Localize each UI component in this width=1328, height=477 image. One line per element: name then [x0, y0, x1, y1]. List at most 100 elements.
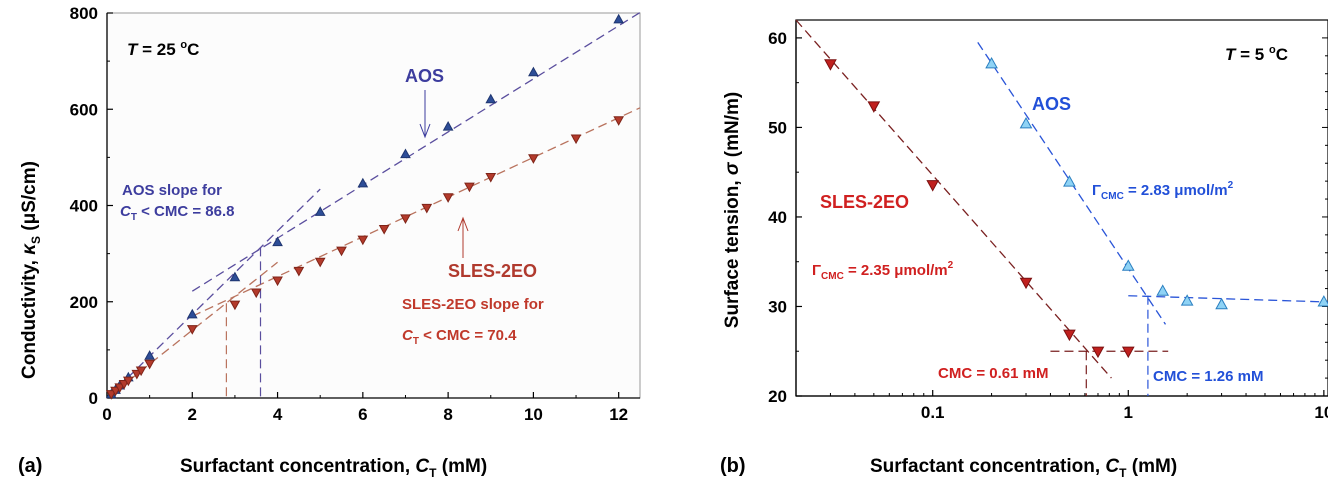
data-point-aos — [985, 56, 998, 69]
data-point-sles-2eo — [314, 257, 326, 268]
data-point-aos — [1180, 294, 1194, 306]
y-tick-label: 30 — [768, 297, 787, 316]
data-point-sles-2eo — [824, 59, 837, 71]
panel-a-sles-arrowhead — [457, 216, 469, 232]
panel-a-temperature-label: T = 25 oC — [127, 39, 199, 59]
data-point-aos — [1215, 297, 1228, 310]
data-point-aos — [442, 121, 454, 131]
x-tick-label: 4 — [273, 405, 283, 424]
fit-line-aos-below-CMC — [106, 188, 321, 399]
data-point-sles-2eo — [442, 193, 454, 203]
panel-b-data-points — [824, 56, 1328, 359]
data-point-sles-2eo — [570, 134, 582, 145]
panel-a-x-axis-title: Surfactant concentration, CT (mM) — [180, 456, 487, 477]
x-tick-label: 6 — [358, 405, 367, 424]
y-tick-label: 400 — [70, 197, 98, 216]
y-tick-label: 40 — [768, 208, 787, 227]
data-point-sles-2eo — [1063, 329, 1076, 342]
panel-b-aos-gamma: ΓCMC = 2.83 μmol/m2 — [1092, 180, 1234, 202]
panel-b-temperature-label: T = 5 oC — [1225, 44, 1288, 64]
data-point-aos — [1063, 175, 1076, 187]
fit-line-aos-above-CMC — [191, 11, 641, 292]
data-point-sles-2eo — [357, 235, 369, 246]
y-tick-label: 600 — [70, 100, 98, 119]
panel-a-axes: 0 2 4 6 8 10 12 0 200 400 600 800 — [70, 4, 640, 424]
y-tick-label: 50 — [768, 118, 787, 137]
fit-line-sles-2eo-below-CMC — [795, 19, 1112, 379]
panel-a-aos-slope-line2: CT < CMC = 86.8 — [120, 203, 235, 223]
data-point-aos — [186, 308, 198, 319]
data-point-aos — [1121, 259, 1135, 271]
data-point-aos — [613, 13, 625, 24]
panel-a-y-axis-title: Conductivity, κS (μS/cm) — [19, 161, 43, 379]
x-tick-label: 2 — [188, 405, 197, 424]
data-point-aos — [400, 148, 411, 159]
x-tick-label: 12 — [609, 405, 628, 424]
panel-b-sles-label: SLES-2EO — [820, 192, 909, 212]
panel-a-aos-label: AOS — [405, 66, 444, 86]
panel-b-sles-gamma: ΓCMC = 2.35 μmol/m2 — [812, 260, 954, 282]
x-tick-label: 0.1 — [921, 403, 945, 422]
data-point-aos — [357, 177, 369, 188]
data-point-sles-2eo — [186, 325, 198, 335]
panel-a: 0 2 4 6 8 10 12 0 200 400 600 800 (a) Surfactant co… — [18, 4, 641, 477]
panel-b-label: (b) — [720, 455, 746, 477]
data-point-aos — [144, 350, 155, 360]
panel-a-sles-slope-line1: SLES-2EO slope for — [402, 296, 544, 313]
data-point-sles-2eo — [272, 276, 283, 287]
data-point-sles-2eo — [229, 300, 241, 311]
y-tick-label: 200 — [70, 293, 98, 312]
panel-b-sles-cmc-label: CMC = 0.61 mM — [938, 365, 1048, 382]
data-point-sles-2eo — [144, 359, 155, 370]
data-point-aos — [485, 93, 497, 104]
data-point-sles-2eo — [421, 203, 433, 214]
panel-a-cmc-markers — [225, 247, 262, 398]
data-point-sles-2eo — [464, 182, 475, 193]
x-tick-label: 1 — [1124, 403, 1133, 422]
data-point-aos — [229, 271, 241, 282]
data-point-aos — [1317, 295, 1328, 307]
data-point-sles-2eo — [1091, 346, 1105, 359]
data-point-sles-2eo — [378, 225, 390, 235]
data-point-sles-2eo — [336, 246, 347, 257]
y-tick-label: 60 — [768, 29, 787, 48]
fit-line-aos-above-CMC — [1128, 295, 1328, 303]
data-point-sles-2eo — [250, 288, 262, 299]
panel-a-aos-arrowhead — [419, 123, 431, 139]
data-point-sles-2eo — [135, 366, 147, 377]
data-point-sles-2eo — [1121, 346, 1135, 359]
panel-b: 0.1 1 10 20 30 40 50 60 (b) Surfactant concentr… — [720, 19, 1328, 477]
panel-a-plot-frame — [106, 12, 641, 399]
panel-b-cmc-markers — [1085, 295, 1149, 396]
data-point-aos — [272, 236, 283, 247]
data-point-sles-2eo — [293, 266, 305, 277]
x-tick-label: 8 — [443, 405, 452, 424]
panel-a-sles-slope-line2: CT < CMC = 70.4 — [402, 327, 517, 347]
panel-b-aos-cmc-label: CMC = 1.26 mM — [1153, 368, 1263, 385]
x-tick-label: 10 — [524, 405, 543, 424]
data-point-aos — [1156, 284, 1170, 296]
data-point-sles-2eo — [485, 173, 497, 183]
x-tick-label: 10 — [1314, 403, 1328, 422]
panel-a-aos-slope-line1: AOS slope for — [122, 182, 222, 199]
panel-a-label: (a) — [18, 455, 42, 477]
data-point-aos — [1019, 116, 1033, 129]
panel-b-y-axis-title: Surface tension, σ (mN/m) — [722, 92, 743, 328]
data-point-sles-2eo — [400, 214, 411, 225]
fit-line-sles-2eo-above-CMC — [192, 107, 641, 317]
data-point-sles-2eo — [122, 376, 134, 387]
data-point-sles-2eo — [613, 116, 625, 126]
data-point-aos — [314, 206, 326, 216]
y-tick-label: 20 — [768, 387, 787, 406]
panel-b-x-axis-title: Surfactant concentration, CT (mM) — [870, 456, 1177, 477]
data-point-sles-2eo — [926, 180, 940, 192]
y-tick-label: 0 — [89, 389, 98, 408]
x-tick-label: 0 — [102, 405, 111, 424]
data-point-sles-2eo — [528, 154, 539, 164]
data-point-aos — [528, 66, 539, 77]
panel-b-aos-label: AOS — [1032, 94, 1071, 114]
data-point-sles-2eo — [867, 101, 881, 113]
panel-b-axes: 0.1 1 10 20 30 40 50 60 — [768, 19, 1328, 422]
